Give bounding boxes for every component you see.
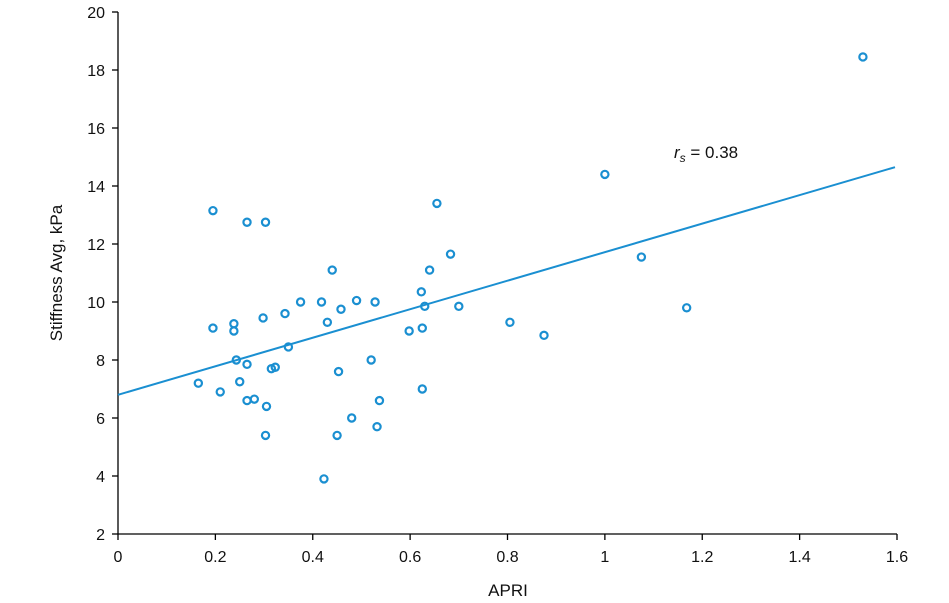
data-point xyxy=(417,384,427,394)
y-axis-ticks: 2 4 6 8 10 12 14 16 18 20 xyxy=(87,5,118,544)
y-tick-label: 2 xyxy=(96,527,105,544)
y-axis-label: Stiffness Avg, kPa xyxy=(47,204,66,341)
y-tick-label: 14 xyxy=(87,179,105,196)
data-point xyxy=(208,323,218,333)
data-point xyxy=(270,362,280,372)
x-axis-label: APRI xyxy=(488,581,528,600)
data-point xyxy=(347,413,357,423)
annotation-value: = 0.38 xyxy=(686,143,738,162)
data-point xyxy=(370,297,380,307)
data-point xyxy=(539,330,549,341)
data-point xyxy=(260,430,271,441)
y-tick-label: 20 xyxy=(87,5,105,22)
data-point xyxy=(316,297,327,307)
y-tick-label: 10 xyxy=(87,295,105,312)
data-point xyxy=(242,359,252,370)
data-point xyxy=(432,198,442,209)
data-point xyxy=(417,323,427,333)
data-point xyxy=(366,355,376,365)
data-point xyxy=(372,422,382,432)
data-point xyxy=(235,377,245,387)
data-point xyxy=(261,401,272,412)
data-point xyxy=(193,378,204,388)
annotation-subscript: s xyxy=(680,151,686,165)
data-point xyxy=(229,326,239,336)
data-point xyxy=(445,249,456,259)
x-tick-label: 1.2 xyxy=(691,549,713,566)
data-point xyxy=(295,297,306,307)
x-tick-label: 0.8 xyxy=(496,549,518,566)
y-tick-label: 8 xyxy=(96,353,105,370)
data-point xyxy=(322,317,333,327)
data-point xyxy=(229,319,239,329)
data-point xyxy=(283,342,294,352)
data-point xyxy=(280,308,290,319)
x-tick-label: 0.2 xyxy=(204,549,226,566)
trend-line xyxy=(117,166,896,396)
data-point xyxy=(636,252,647,262)
data-point xyxy=(404,326,414,336)
annotation-symbol: r xyxy=(674,143,681,162)
data-point xyxy=(327,265,337,275)
data-point xyxy=(332,430,342,441)
data-point xyxy=(260,217,271,227)
x-tick-label: 0.4 xyxy=(302,549,324,566)
x-tick-label: 1.6 xyxy=(886,549,908,566)
data-point xyxy=(681,303,692,313)
data-point xyxy=(208,205,218,216)
data-point xyxy=(416,287,427,297)
data-point xyxy=(249,394,260,404)
data-point xyxy=(231,355,242,365)
data-point xyxy=(336,304,346,314)
x-tick-label: 1 xyxy=(600,549,609,566)
data-point xyxy=(600,169,610,180)
data-point xyxy=(454,301,464,312)
data-point xyxy=(424,265,435,275)
data-point xyxy=(242,217,252,227)
data-point xyxy=(333,366,344,377)
y-tick-label: 6 xyxy=(96,411,105,428)
x-tick-label: 0.6 xyxy=(399,549,421,566)
data-point xyxy=(374,395,385,406)
data-point xyxy=(351,295,362,306)
x-axis-ticks: 0 0.2 0.4 0.6 0.8 1 1.2 1.4 1.6 xyxy=(114,534,908,566)
data-points xyxy=(193,52,868,484)
data-point xyxy=(215,387,225,397)
data-point xyxy=(258,313,268,323)
y-tick-label: 4 xyxy=(96,469,105,486)
y-tick-label: 18 xyxy=(87,63,105,80)
data-point xyxy=(420,301,430,312)
data-point xyxy=(505,317,515,327)
data-point xyxy=(242,395,252,406)
y-tick-label: 16 xyxy=(87,121,105,138)
x-tick-label: 0 xyxy=(114,549,123,566)
data-point xyxy=(319,474,329,484)
data-point xyxy=(858,52,868,62)
x-tick-label: 1.4 xyxy=(789,549,811,566)
correlation-annotation: rs = 0.38 xyxy=(674,143,738,165)
y-tick-label: 12 xyxy=(87,237,105,254)
